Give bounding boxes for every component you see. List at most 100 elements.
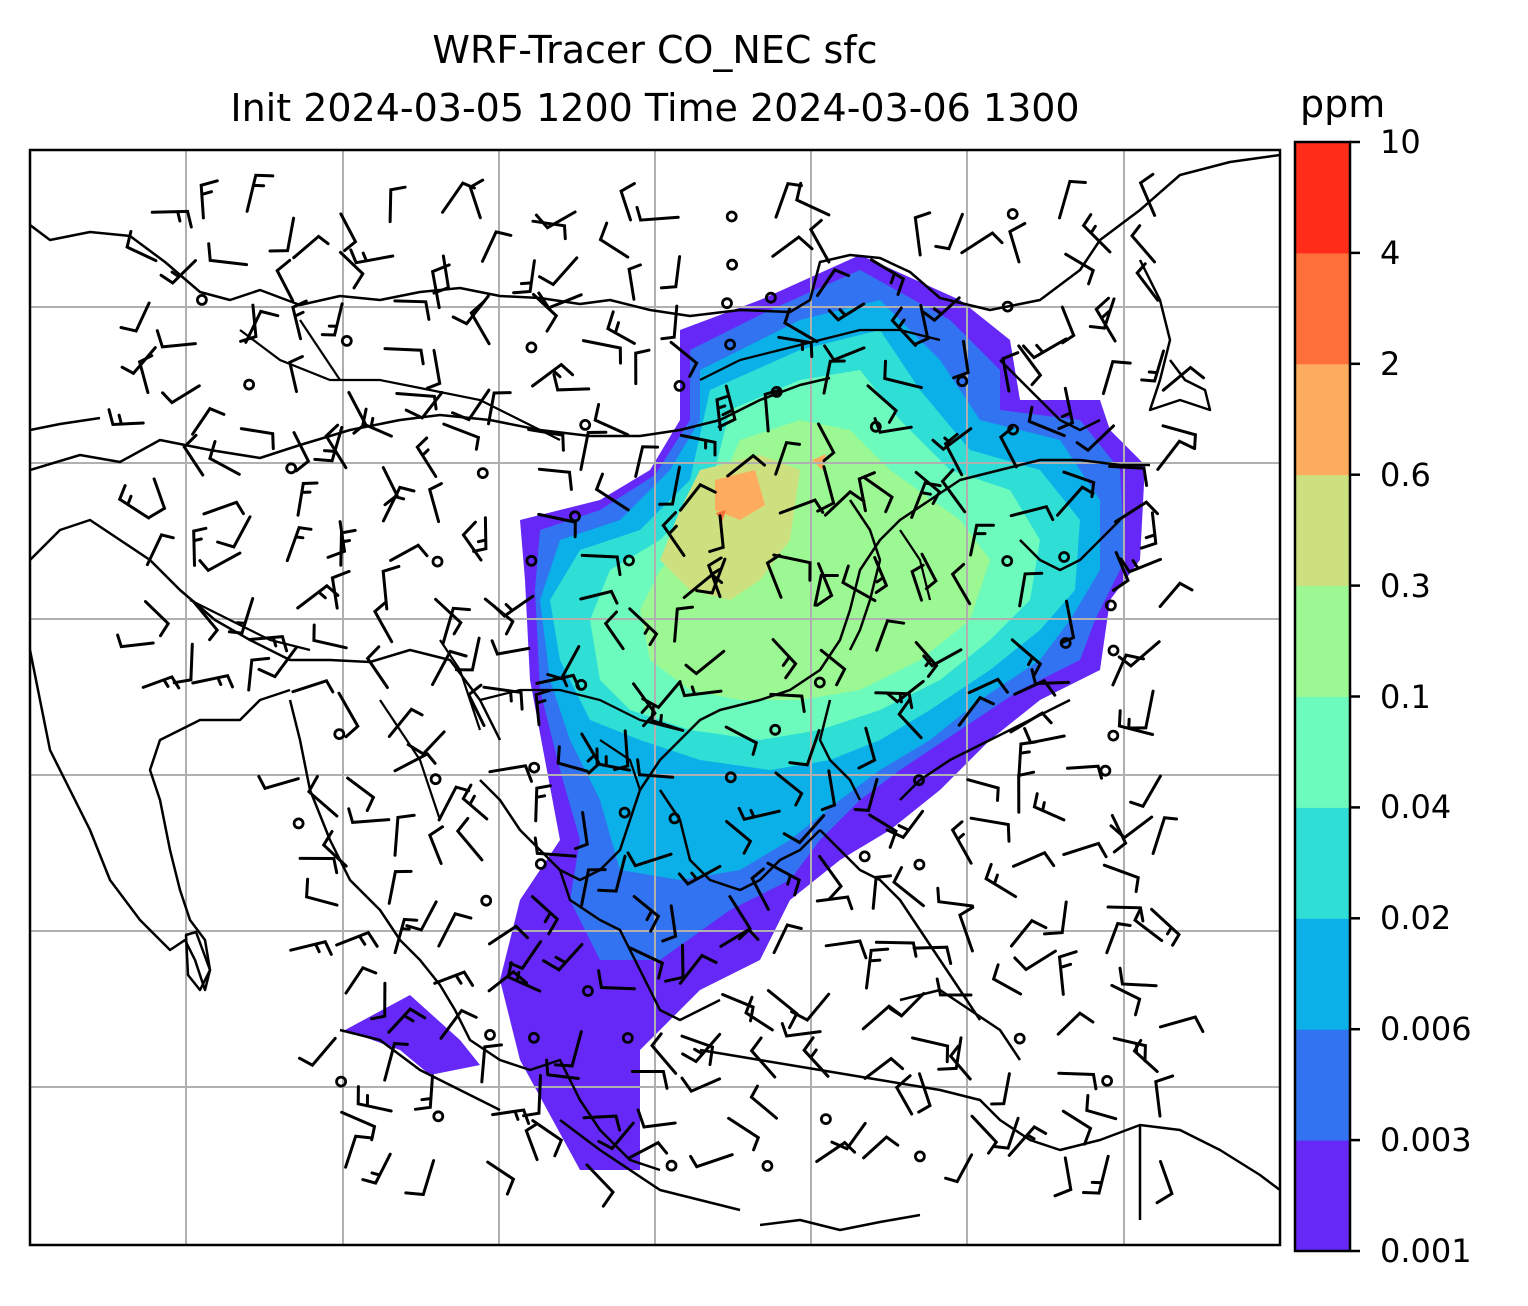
wind-barb xyxy=(950,820,973,865)
wind-barb xyxy=(585,1163,615,1208)
wind-barb xyxy=(480,1043,503,1084)
colorbar-tick-label: 0.006 xyxy=(1380,1010,1472,1049)
wind-barb xyxy=(527,428,565,452)
wind-barb xyxy=(472,516,488,553)
wind-barb xyxy=(934,212,964,251)
wind-barb xyxy=(658,465,681,506)
wind-barb xyxy=(182,433,205,477)
wind-barb xyxy=(641,680,682,710)
wind-barb xyxy=(863,1056,905,1080)
wind-barb xyxy=(857,471,876,513)
wind-barb xyxy=(556,745,589,773)
wind-barb xyxy=(598,221,630,259)
wind-barb xyxy=(537,467,573,491)
wind-barb xyxy=(1105,921,1132,955)
wind-barb xyxy=(597,1121,635,1151)
wind-barb xyxy=(244,309,280,344)
calm-wind-circle xyxy=(335,1075,348,1088)
wind-barb xyxy=(1060,305,1076,345)
wind-barb xyxy=(819,648,847,687)
wind-barb xyxy=(750,867,770,911)
wind-barb xyxy=(573,811,589,851)
wind-barb xyxy=(597,969,636,991)
wind-barb xyxy=(441,606,471,645)
wind-barb xyxy=(958,905,975,953)
wind-barb xyxy=(952,339,970,380)
wind-barb xyxy=(862,475,894,514)
wind-barb xyxy=(868,813,898,849)
wind-barb xyxy=(1156,439,1195,471)
wind-barb xyxy=(324,423,348,470)
wind-barb xyxy=(788,729,821,767)
wind-barb xyxy=(1101,360,1132,396)
colorbar-band xyxy=(1295,807,1350,919)
wind-barb xyxy=(726,453,766,478)
wind-barb xyxy=(455,816,484,862)
wind-barb xyxy=(431,649,468,687)
wind-barb xyxy=(381,564,401,611)
wind-barb xyxy=(1082,1154,1110,1195)
colorbar-tick-label: 0.04 xyxy=(1380,788,1452,827)
calm-wind-circle xyxy=(340,334,353,347)
colorbar-band xyxy=(1295,363,1350,476)
calm-wind-circle xyxy=(480,894,493,907)
calm-wind-circle xyxy=(765,291,777,304)
colorbar-band xyxy=(1295,142,1350,254)
wind-barb xyxy=(552,372,591,392)
wind-barb xyxy=(534,210,577,230)
wind-barb xyxy=(239,427,275,451)
calm-wind-circle xyxy=(484,1029,496,1041)
wind-barb xyxy=(790,992,831,1022)
colorbar-tick-label: 0.3 xyxy=(1380,566,1431,605)
calm-wind-circle xyxy=(813,676,826,689)
wind-barb xyxy=(1158,581,1194,608)
calm-wind-circle xyxy=(1099,764,1112,777)
wind-barb xyxy=(875,619,906,652)
wind-barb xyxy=(727,1116,761,1152)
wind-barb xyxy=(292,234,330,260)
wind-barb xyxy=(393,299,431,321)
calm-wind-circle xyxy=(243,378,256,391)
wind-barb xyxy=(531,219,567,241)
wind-barb xyxy=(1129,689,1155,730)
wind-barb xyxy=(150,209,193,229)
wind-barb xyxy=(192,600,220,642)
calm-wind-circle xyxy=(525,341,538,354)
wind-barb xyxy=(632,682,657,728)
wind-barb xyxy=(430,263,451,310)
wind-barb xyxy=(257,645,299,679)
wind-barb xyxy=(816,268,851,297)
wind-barb xyxy=(437,912,473,948)
wind-barb xyxy=(335,930,379,948)
wind-barb xyxy=(606,310,636,345)
wind-barb xyxy=(595,747,632,772)
wind-barb xyxy=(347,391,368,435)
gridlines xyxy=(30,150,1280,1245)
wind-barb xyxy=(387,707,424,738)
wind-barb xyxy=(434,597,463,636)
wind-barb xyxy=(771,638,798,680)
wind-barb xyxy=(632,895,661,933)
wind-barb xyxy=(950,562,972,606)
wind-barb xyxy=(1010,638,1043,678)
wind-barb xyxy=(678,681,723,698)
wind-barb xyxy=(1059,599,1076,645)
wind-barb xyxy=(1129,774,1162,809)
wind-barb xyxy=(914,304,930,346)
wind-barb xyxy=(885,809,925,840)
wind-barb xyxy=(344,965,378,995)
wind-barb xyxy=(119,301,151,333)
wind-barb xyxy=(349,248,395,265)
wind-barb xyxy=(383,347,425,366)
wind-barb xyxy=(155,329,197,349)
wind-barb xyxy=(970,1114,999,1155)
wind-barb xyxy=(451,294,490,326)
wind-barb xyxy=(291,299,308,341)
wind-barb xyxy=(681,1032,722,1064)
wind-barb xyxy=(708,514,725,553)
wind-barb xyxy=(1058,179,1087,220)
wind-barb xyxy=(774,441,801,476)
wind-barb xyxy=(619,182,636,222)
wind-barb xyxy=(780,1022,822,1038)
wind-barb xyxy=(433,970,475,987)
